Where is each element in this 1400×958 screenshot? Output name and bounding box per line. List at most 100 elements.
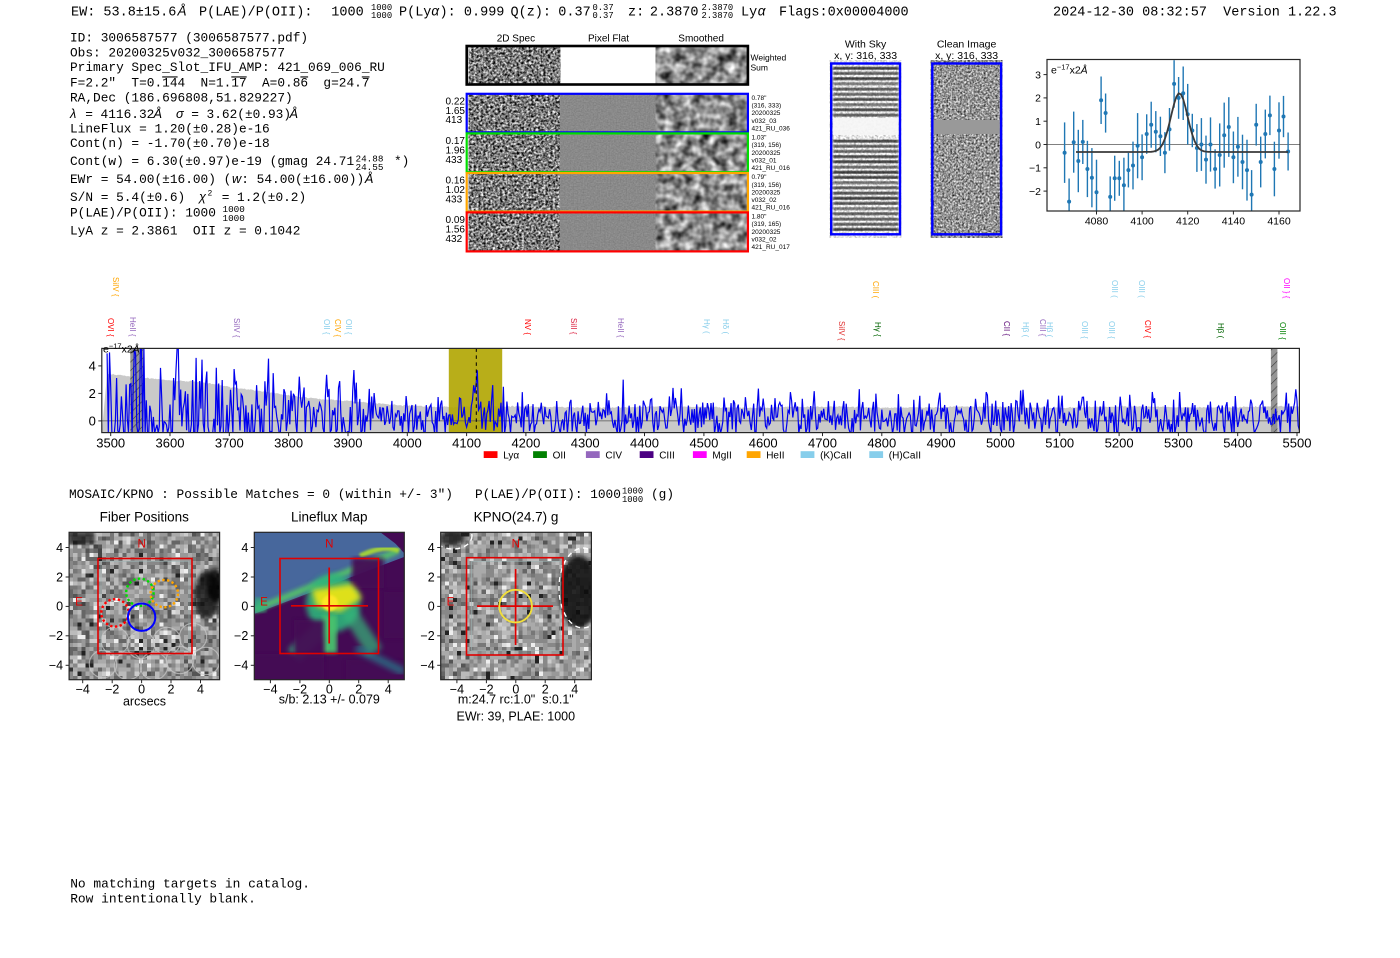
svg-text:*): *): [394, 154, 409, 169]
svg-text:0: 0: [428, 600, 435, 614]
svg-text:Fiber Positions: Fiber Positions: [100, 510, 190, 525]
svg-text:KPNO(24.7) g: KPNO(24.7) g: [474, 510, 559, 525]
svg-text:x, y: 316, 333: x, y: 316, 333: [834, 50, 897, 62]
svg-text:4200: 4200: [511, 436, 540, 451]
svg-text:3: 3: [1035, 69, 1041, 81]
svg-text:4: 4: [571, 683, 578, 697]
svg-text:: 54.00(±16.00)): : 54.00(±16.00)): [241, 172, 364, 187]
svg-text:0.17: 0.17: [446, 136, 466, 147]
svg-text:σ: σ: [176, 106, 185, 121]
svg-text:433: 433: [446, 194, 463, 205]
svg-text:1.65: 1.65: [446, 106, 466, 117]
svg-text:(K)CaII: (K)CaII: [820, 450, 852, 461]
svg-text:SiII {: SiII {: [569, 318, 578, 335]
svg-text:−4: −4: [76, 683, 90, 697]
svg-text:1.02: 1.02: [446, 185, 466, 196]
svg-text:5500: 5500: [1283, 436, 1312, 451]
svg-text:421_RU_017: 421_RU_017: [752, 244, 791, 251]
svg-text:−2: −2: [479, 683, 493, 697]
svg-text:0.16: 0.16: [446, 176, 466, 187]
svg-text:HeII: HeII: [766, 450, 784, 461]
svg-text:−4: −4: [263, 683, 277, 697]
svg-text:OIII {: OIII {: [1080, 321, 1089, 339]
svg-text:20200325: 20200325: [752, 229, 781, 236]
svg-text:20200325: 20200325: [752, 110, 781, 117]
svg-text:1000: 1000: [331, 6, 363, 21]
svg-text:OII {: OII {: [322, 319, 331, 335]
svg-text:arcsecs: arcsecs: [123, 695, 166, 709]
svg-text:CIV {: CIV {: [1143, 320, 1152, 339]
svg-text:Sum: Sum: [751, 63, 768, 73]
svg-text:s/b: 2.13 +/- 0.079: s/b: 2.13 +/- 0.079: [279, 693, 380, 707]
svg-text:1: 1: [1035, 116, 1041, 128]
svg-text:OIII {: OIII {: [1278, 322, 1287, 340]
svg-text:N: N: [325, 539, 333, 551]
svg-text:4: 4: [89, 358, 96, 373]
svg-text:Hβ (: Hβ (: [1045, 322, 1054, 338]
svg-text:With Sky: With Sky: [845, 38, 887, 50]
svg-text:−2: −2: [293, 683, 307, 697]
svg-text:F=2.2" T=0.144 N=1.17 A=0.8: F=2.2" T=0.144 N=1.17 A=0.86 g=24.7: [70, 76, 370, 91]
svg-text:z:: z:: [628, 6, 644, 21]
svg-text:Q(z):: Q(z):: [511, 6, 552, 21]
svg-text:4400: 4400: [630, 436, 659, 451]
svg-text:OII {: OII {: [344, 319, 353, 335]
svg-text:4900: 4900: [927, 436, 956, 451]
svg-text:1000: 1000: [223, 213, 245, 224]
svg-text:MgII: MgII: [712, 450, 731, 461]
svg-text:NV {: NV {: [523, 319, 532, 335]
svg-text:0: 0: [89, 413, 96, 428]
svg-text:1.56: 1.56: [446, 224, 466, 235]
svg-text:(g): (g): [651, 487, 674, 502]
svg-text:−1: −1: [1029, 163, 1041, 175]
svg-text:24.55: 24.55: [356, 162, 384, 173]
svg-text:= 3.62(±0.93): = 3.62(±0.93): [191, 107, 291, 122]
svg-text:EWr: 39, PLAE: 1000: EWr: 39, PLAE: 1000: [457, 710, 576, 724]
svg-text:OII: OII: [553, 450, 566, 461]
svg-text:2: 2: [355, 683, 362, 697]
svg-text:(316, 333): (316, 333): [752, 103, 782, 110]
svg-text:4300: 4300: [571, 436, 600, 451]
svg-text:0: 0: [56, 600, 63, 614]
svg-text:Hγ (: Hγ (: [702, 319, 711, 334]
svg-text:Cont(w) = 6.30(±0.97)e-19 (gma: Cont(w) = 6.30(±0.97)e-19 (gmag 24.71: [70, 154, 354, 169]
svg-text:SiIV {: SiIV {: [111, 277, 120, 297]
svg-text:OIII (: OIII (: [1137, 280, 1146, 298]
svg-text:0: 0: [241, 600, 248, 614]
svg-text:2: 2: [1035, 93, 1041, 105]
svg-text:Hδ (: Hδ (: [721, 319, 730, 334]
svg-text:0: 0: [512, 683, 519, 697]
svg-text:4: 4: [385, 683, 392, 697]
svg-text:−4: −4: [49, 659, 63, 673]
svg-text:0.37: 0.37: [593, 11, 614, 21]
svg-text:2: 2: [208, 190, 213, 199]
svg-text:20200325: 20200325: [752, 150, 781, 157]
svg-text:Row intentionally blank.: Row intentionally blank.: [70, 891, 256, 906]
svg-text:4500: 4500: [689, 436, 718, 451]
svg-text:v032_02: v032_02: [752, 236, 777, 243]
svg-text:Obs: 20200325v032_3006587577: Obs: 20200325v032_3006587577: [70, 45, 285, 60]
svg-text:λ: λ: [69, 106, 76, 121]
svg-text:0.999: 0.999: [464, 6, 505, 21]
svg-text:−2: −2: [234, 629, 248, 643]
svg-text:−2: −2: [420, 629, 434, 643]
svg-text:CIII (: CIII (: [871, 281, 880, 299]
svg-text:3900: 3900: [334, 436, 363, 451]
svg-text:LyA z = 2.3861 OII z = 0.1042: LyA z = 2.3861 OII z = 0.1042: [70, 223, 300, 238]
svg-text:α: α: [758, 4, 767, 19]
svg-text:No matching targets in catalog: No matching targets in catalog.: [70, 877, 310, 892]
svg-text:−4: −4: [234, 659, 248, 673]
svg-text:5000: 5000: [986, 436, 1015, 451]
svg-text:−4: −4: [420, 659, 434, 673]
svg-text:433: 433: [446, 155, 463, 166]
svg-text:5200: 5200: [1105, 436, 1134, 451]
svg-text:P(LAE)/P(OII):: P(LAE)/P(OII):: [199, 6, 312, 21]
svg-text:v032_03: v032_03: [752, 118, 777, 125]
svg-text:N: N: [512, 539, 520, 551]
svg-text:χ: χ: [198, 189, 207, 204]
svg-text:4: 4: [197, 683, 204, 697]
svg-text:P(LAE)/P(OII): 1000: P(LAE)/P(OII): 1000: [475, 487, 621, 502]
svg-text:v032_01: v032_01: [752, 157, 777, 164]
svg-text:= 1.2(±0.2): = 1.2(±0.2): [222, 190, 306, 205]
svg-text:1.80": 1.80": [752, 214, 768, 221]
